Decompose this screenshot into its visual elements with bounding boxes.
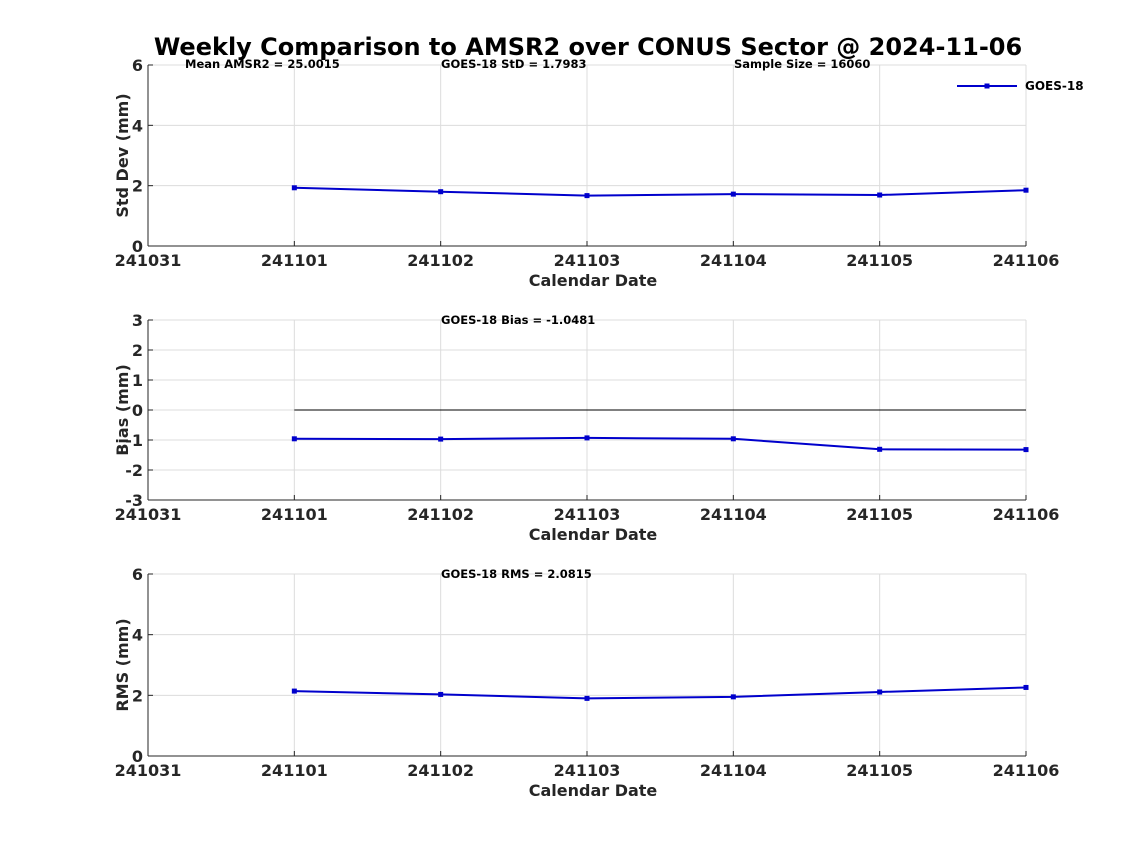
- data-point: [1023, 187, 1029, 193]
- x-tick-label: 241106: [993, 251, 1060, 270]
- data-point: [1023, 447, 1029, 453]
- y-axis-label: Bias (mm): [113, 364, 132, 456]
- x-tick-label: 241031: [115, 761, 182, 780]
- series-line: [294, 686, 1027, 700]
- y-tick-label: 0: [132, 747, 143, 766]
- data-point: [877, 446, 883, 452]
- y-tick-label: -3: [125, 491, 143, 510]
- y-axis-label: Std Dev (mm): [113, 93, 132, 217]
- y-tick-label: 3: [132, 311, 143, 330]
- x-tick-label: 241102: [407, 505, 474, 524]
- x-axis-label: Calendar Date: [529, 781, 658, 800]
- data-point: [438, 436, 444, 442]
- y-tick-label: 0: [132, 401, 143, 420]
- legend-label: GOES-18: [1025, 79, 1084, 93]
- data-point: [584, 193, 590, 199]
- data-point: [438, 691, 444, 697]
- annotation: GOES-18 StD = 1.7983: [441, 57, 586, 71]
- x-axis-label: Calendar Date: [529, 525, 658, 544]
- x-tick-label: 241105: [846, 761, 913, 780]
- data-point: [291, 436, 297, 442]
- y-axis-label: RMS (mm): [113, 618, 132, 711]
- y-tick-label: 6: [132, 56, 143, 75]
- x-tick-label: 241102: [407, 251, 474, 270]
- annotation: GOES-18 Bias = -1.0481: [441, 313, 595, 327]
- y-tick-label: -2: [125, 461, 143, 480]
- y-tick-label: 2: [132, 341, 143, 360]
- x-tick-label: 241106: [993, 761, 1060, 780]
- x-tick-label: 241031: [115, 251, 182, 270]
- figure-title: Weekly Comparison to AMSR2 over CONUS Se…: [154, 33, 1022, 61]
- data-point: [877, 689, 883, 695]
- y-tick-label: 1: [132, 371, 143, 390]
- x-tick-label: 241106: [993, 505, 1060, 524]
- x-tick-label: 241104: [700, 505, 767, 524]
- y-tick-label: 2: [132, 177, 143, 196]
- y-tick-label: -1: [125, 431, 143, 450]
- data-point: [584, 435, 590, 441]
- data-point: [730, 694, 736, 700]
- x-tick-label: 241104: [700, 761, 767, 780]
- series-line: [294, 186, 1027, 197]
- panel-bias: 241031 241101 241102 241103 241104 241105 2411…: [113, 311, 1059, 544]
- x-tick-label: 241103: [554, 251, 621, 270]
- x-tick-label: 241105: [846, 505, 913, 524]
- data-point: [877, 192, 883, 198]
- annotation: GOES-18 RMS = 2.0815: [441, 567, 592, 581]
- data-point: [1023, 684, 1029, 690]
- data-point: [291, 185, 297, 191]
- data-point: [438, 189, 444, 195]
- series-line: [294, 436, 1027, 451]
- data-point: [584, 695, 590, 701]
- x-tick-label: 241103: [554, 761, 621, 780]
- panel-rms: 241031 241101 241102 241103 241104 241105 2411…: [113, 565, 1059, 800]
- x-tick-label: 241101: [261, 761, 328, 780]
- data-point: [730, 436, 736, 442]
- x-tick-label: 241103: [554, 505, 621, 524]
- x-tick-label: 241101: [261, 251, 328, 270]
- x-tick-label: 241105: [846, 251, 913, 270]
- data-point: [291, 688, 297, 694]
- x-tick-label: 241102: [407, 761, 474, 780]
- x-tick-label: 241101: [261, 505, 328, 524]
- annotation: Mean AMSR2 = 25.0015: [185, 57, 340, 71]
- y-tick-label: 2: [132, 686, 143, 705]
- legend-marker: [984, 83, 990, 89]
- y-tick-label: 4: [132, 626, 143, 645]
- legend: GOES-18: [957, 79, 1084, 93]
- y-tick-label: 6: [132, 565, 143, 584]
- x-axis-label: Calendar Date: [529, 271, 658, 290]
- y-tick-label: 0: [132, 237, 143, 256]
- plots: 241031 241101 241102 241103 241104 241105 2411…: [113, 56, 1084, 800]
- x-tick-label: 241104: [700, 251, 767, 270]
- annotation: Sample Size = 16060: [734, 57, 870, 71]
- data-point: [730, 191, 736, 197]
- y-tick-label: 4: [132, 116, 143, 135]
- panel-stddev: 241031 241101 241102 241103 241104 241105 2411…: [113, 56, 1084, 290]
- x-tick-label: 241031: [115, 505, 182, 524]
